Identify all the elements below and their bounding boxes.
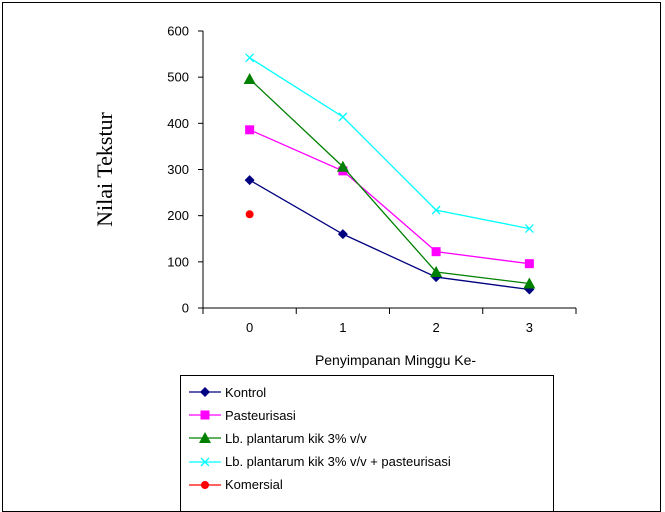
legend-marker — [200, 457, 210, 467]
y-axis-title: Nilai Tekstur — [92, 111, 117, 226]
legend-item: Lb. plantarum kik 3% v/v — [181, 428, 367, 448]
y-tick-label: 400 — [167, 116, 189, 131]
legend-item: Pasteurisasi — [181, 405, 296, 425]
series-line — [249, 129, 530, 265]
legend-item: Komersial — [181, 475, 283, 495]
legend-swatch — [189, 410, 221, 420]
data-point — [338, 112, 348, 122]
data-point — [524, 259, 534, 269]
legend-swatch — [189, 387, 221, 397]
data-point — [243, 73, 256, 85]
data-point — [431, 247, 441, 257]
series-3 — [243, 73, 536, 289]
data-point — [523, 277, 536, 289]
legend-item: Lb. plantarum kik 3% v/v + pasteurisasi — [181, 452, 451, 472]
data-point — [244, 175, 255, 186]
y-tick-label: 300 — [167, 162, 189, 177]
x-tick-label: 3 — [526, 320, 533, 335]
series-line — [249, 179, 530, 291]
legend-swatch — [189, 432, 221, 444]
legend-label: Lb. plantarum kik 3% v/v + pasteurisasi — [225, 454, 451, 470]
y-tick-label: 500 — [167, 70, 189, 85]
data-point — [430, 265, 443, 277]
legend-label: Kontrol — [225, 384, 267, 400]
legend-swatch — [189, 480, 221, 489]
x-tick-label: 0 — [246, 320, 253, 335]
legend-marker — [200, 410, 210, 420]
legend-marker — [199, 432, 211, 444]
y-tick-label: 0 — [182, 301, 189, 316]
data-point — [524, 224, 534, 234]
y-tick-label: 100 — [167, 254, 189, 269]
legend-swatch — [189, 457, 221, 467]
legend-label: Lb. plantarum kik 3% v/v — [225, 430, 367, 446]
data-point — [336, 160, 349, 172]
series-1 — [244, 175, 535, 295]
legend-label: Pasteurisasi — [225, 407, 296, 423]
data-point — [245, 125, 255, 135]
y-tick-label: 600 — [167, 24, 189, 39]
series-line — [249, 57, 530, 230]
x-tick-label: 2 — [433, 320, 440, 335]
series-line — [249, 78, 530, 285]
x-tick-label: 1 — [339, 320, 346, 335]
legend-item: Kontrol — [181, 382, 266, 402]
series-5 — [245, 210, 254, 219]
series-4 — [245, 53, 534, 234]
data-point — [245, 53, 255, 63]
legend-label: Komersial — [225, 477, 283, 493]
series-2 — [245, 125, 534, 269]
x-axis-title: Penyimpanan Minggu Ke- — [315, 352, 476, 368]
data-point — [337, 229, 348, 240]
legend-marker — [200, 387, 210, 397]
legend-marker — [201, 480, 209, 489]
data-point — [245, 210, 254, 219]
data-point — [431, 205, 441, 215]
legend: Kontrol Pasteurisasi Lb. plantarum kik 3% … — [180, 375, 554, 512]
y-tick-label: 200 — [167, 208, 189, 223]
